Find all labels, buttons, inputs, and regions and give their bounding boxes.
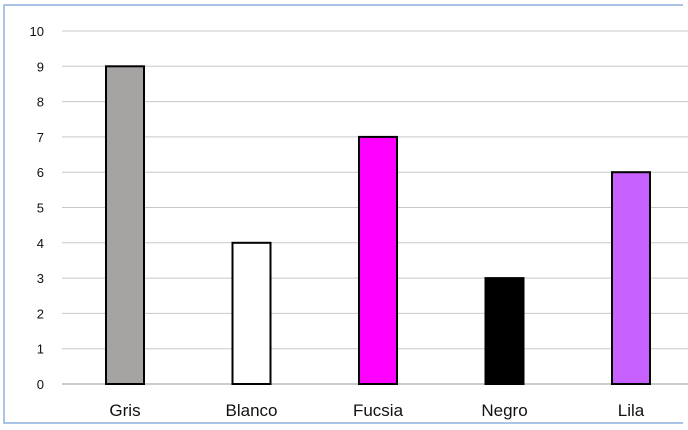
y-tick-label: 8 bbox=[37, 95, 44, 110]
bar-negro bbox=[484, 277, 525, 386]
x-tick-label: Lila bbox=[618, 401, 645, 420]
y-tick-label: 2 bbox=[37, 306, 44, 321]
bar-blanco bbox=[231, 241, 272, 385]
y-tick-label: 3 bbox=[37, 271, 44, 286]
y-tick-label: 4 bbox=[37, 236, 44, 251]
y-tick-label: 5 bbox=[37, 201, 44, 216]
bar-gris bbox=[105, 65, 145, 386]
y-tick-label: 7 bbox=[37, 130, 44, 145]
y-axis-ticks: 0 1 2 3 4 5 6 7 8 9 10 bbox=[30, 24, 44, 392]
y-tick-label: 1 bbox=[37, 342, 44, 357]
bar-lila bbox=[611, 171, 651, 385]
x-axis-labels: Gris Blanco Fucsia Negro Lila bbox=[109, 401, 644, 420]
y-tick-label: 9 bbox=[37, 59, 44, 74]
x-tick-label: Blanco bbox=[226, 401, 278, 420]
y-tick-label: 0 bbox=[37, 377, 44, 392]
y-tick-label: 6 bbox=[37, 165, 44, 180]
bars bbox=[105, 65, 651, 386]
y-tick-label: 10 bbox=[30, 24, 44, 39]
x-tick-label: Gris bbox=[109, 401, 140, 420]
bar-fucsia bbox=[358, 135, 398, 385]
x-tick-label: Negro bbox=[481, 401, 527, 420]
x-tick-label: Fucsia bbox=[353, 401, 404, 420]
